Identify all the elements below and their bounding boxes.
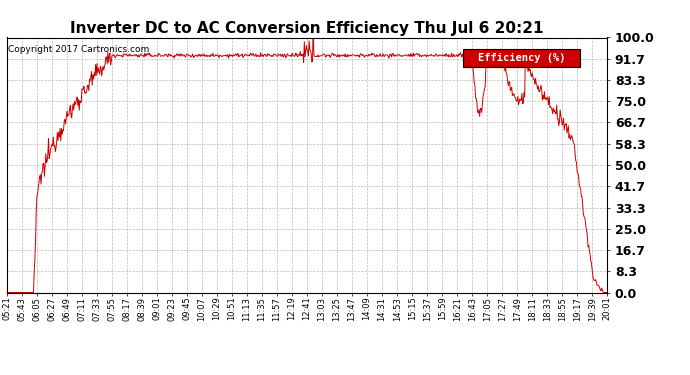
Text: Efficiency (%): Efficiency (%) bbox=[478, 53, 565, 63]
Text: Copyright 2017 Cartronics.com: Copyright 2017 Cartronics.com bbox=[8, 45, 149, 54]
Title: Inverter DC to AC Conversion Efficiency Thu Jul 6 20:21: Inverter DC to AC Conversion Efficiency … bbox=[70, 21, 544, 36]
FancyBboxPatch shape bbox=[463, 49, 580, 67]
